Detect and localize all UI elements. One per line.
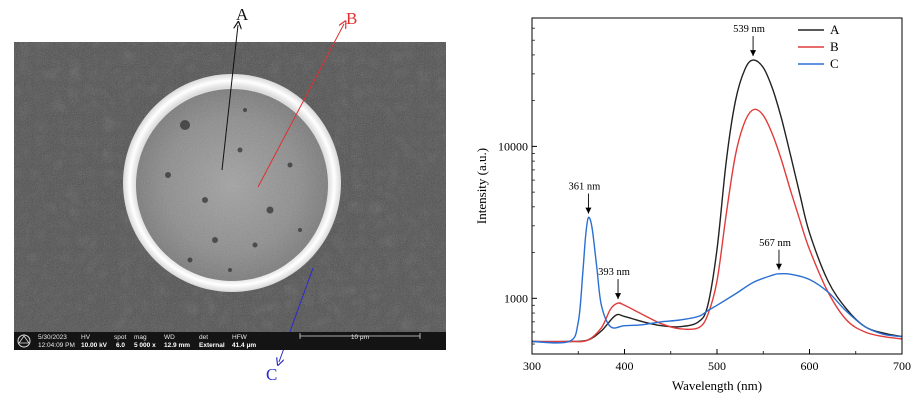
x-axis-ticks: 300 400 500 600 700 — [523, 349, 911, 373]
sem-micrograph-svg: A B C 5/30/2023 12:04:09 PM HV 10.00 kV … — [14, 5, 446, 384]
annotation-arrowhead-icon — [585, 207, 592, 214]
pl-spectrum-chart: 300 400 500 600 700 1000 10000 539 nm 361 nm 39… — [474, 17, 911, 393]
annotation-arrowhead-icon — [775, 263, 782, 270]
particle-dark-spots — [165, 108, 302, 272]
sem-wd-label: WD — [164, 334, 175, 341]
sem-det-value: External — [199, 342, 225, 349]
legend-label-a: A — [830, 22, 840, 37]
label-b: B — [346, 9, 357, 28]
pl-spectrum-panel: 300 400 500 600 700 1000 10000 539 nm 361 nm 39… — [460, 0, 919, 400]
annotation-label: 393 nm — [598, 267, 630, 278]
x-tick-label: 600 — [801, 359, 819, 373]
arrow-a — [221, 25, 238, 171]
sem-spot-label: spot — [114, 334, 126, 341]
legend: ABC — [798, 22, 840, 71]
x-axis-label: Wavelength (nm) — [672, 378, 762, 393]
y-axis-label: Intensity (a.u.) — [474, 148, 489, 224]
legend-label-c: C — [830, 56, 839, 71]
annotation-label: 567 nm — [759, 238, 791, 249]
sem-det-label: det — [199, 334, 208, 341]
sem-spot-value: 6.0 — [116, 342, 125, 349]
annotation-arrowhead-icon — [615, 293, 622, 300]
annotation-label: 361 nm — [569, 182, 601, 193]
label-a: A — [236, 5, 249, 24]
y-axis-ticks: 1000 10000 — [498, 27, 537, 345]
y-tick-label: 1000 — [504, 291, 528, 305]
legend-label-b: B — [830, 39, 839, 54]
sem-scale-bar — [299, 333, 421, 339]
sem-hv-value: 10.00 kV — [81, 342, 108, 349]
label-c: C — [266, 365, 277, 384]
sem-time: 12:04:09 PM — [38, 342, 75, 349]
sem-hv-label: HV — [81, 334, 91, 341]
sem-scale-label: 10 μm — [351, 334, 369, 341]
sem-logo-icon — [17, 334, 31, 348]
sem-info-bar — [14, 332, 446, 350]
annotation-arrowhead-icon — [750, 50, 757, 57]
arrow-b — [257, 24, 344, 188]
series-line-b — [531, 108, 903, 343]
x-tick-label: 500 — [708, 359, 726, 373]
sem-micrograph-panel: A B C 5/30/2023 12:04:09 PM HV 10.00 kV … — [0, 0, 460, 400]
x-tick-label: 700 — [893, 359, 911, 373]
series-line-c — [531, 216, 903, 344]
sem-hfw-value: 41.4 μm — [232, 342, 256, 349]
plot-lines — [531, 59, 903, 344]
y-tick-label: 10000 — [498, 139, 528, 153]
annotation-label: 539 nm — [733, 24, 765, 35]
sem-hfw-label: HFW — [232, 334, 248, 341]
sem-mag-value: 5 000 x — [134, 342, 156, 349]
series-line-a — [531, 59, 903, 343]
x-tick-label: 400 — [616, 359, 634, 373]
sem-date: 5/30/2023 — [38, 334, 67, 341]
peak-annotations: 539 nm 361 nm 393 nm 567 nm — [569, 24, 791, 300]
x-tick-label: 300 — [523, 359, 541, 373]
sem-wd-value: 12.9 mm — [164, 342, 190, 349]
sem-mag-label: mag — [134, 334, 147, 341]
